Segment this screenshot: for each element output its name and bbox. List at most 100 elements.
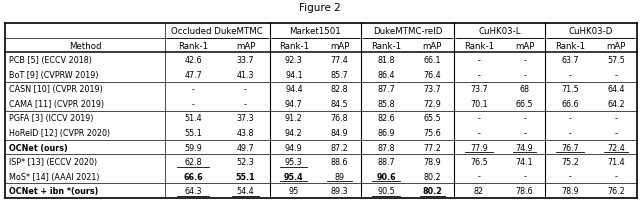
Text: CASN [10] (CVPR 2019): CASN [10] (CVPR 2019) xyxy=(9,85,102,94)
Text: mAP: mAP xyxy=(515,41,534,50)
Text: Rank-1: Rank-1 xyxy=(371,41,401,50)
Text: 47.7: 47.7 xyxy=(184,70,202,79)
Text: -: - xyxy=(614,172,618,181)
Text: Rank-1: Rank-1 xyxy=(464,41,494,50)
Text: 63.7: 63.7 xyxy=(561,56,579,65)
Text: -: - xyxy=(477,128,480,137)
Text: 92.3: 92.3 xyxy=(285,56,303,65)
Text: CAMA [11] (CVPR 2019): CAMA [11] (CVPR 2019) xyxy=(9,99,104,108)
Text: 88.6: 88.6 xyxy=(331,157,348,166)
Text: -: - xyxy=(477,56,480,65)
Text: mAP: mAP xyxy=(423,41,442,50)
Text: 82: 82 xyxy=(474,186,484,195)
Text: 78.9: 78.9 xyxy=(424,157,442,166)
Text: 76.8: 76.8 xyxy=(331,114,348,123)
Text: 57.5: 57.5 xyxy=(607,56,625,65)
Text: 85.7: 85.7 xyxy=(331,70,348,79)
Text: 85.8: 85.8 xyxy=(377,99,395,108)
Text: 55.1: 55.1 xyxy=(184,128,202,137)
Text: 86.9: 86.9 xyxy=(377,128,395,137)
Text: -: - xyxy=(477,114,480,123)
Text: PCB [5] (ECCV 2018): PCB [5] (ECCV 2018) xyxy=(9,56,92,65)
Text: Rank-1: Rank-1 xyxy=(279,41,309,50)
Text: -: - xyxy=(523,114,526,123)
Text: 62.8: 62.8 xyxy=(184,157,202,166)
Text: 80.2: 80.2 xyxy=(422,186,442,195)
Text: 82.8: 82.8 xyxy=(331,85,348,94)
Text: PGFA [3] (ICCV 2019): PGFA [3] (ICCV 2019) xyxy=(9,114,93,123)
Text: 52.3: 52.3 xyxy=(237,157,255,166)
Text: -: - xyxy=(477,172,480,181)
Text: -: - xyxy=(523,172,526,181)
Text: 76.2: 76.2 xyxy=(607,186,625,195)
Text: Rank-1: Rank-1 xyxy=(178,41,208,50)
Text: 90.6: 90.6 xyxy=(376,172,396,181)
Text: 41.3: 41.3 xyxy=(237,70,254,79)
Text: 94.7: 94.7 xyxy=(285,99,303,108)
Text: 72.4: 72.4 xyxy=(607,143,625,152)
Text: 95.4: 95.4 xyxy=(284,172,303,181)
Text: -: - xyxy=(614,128,618,137)
Text: 65.5: 65.5 xyxy=(424,114,442,123)
Text: Occluded DukeMTMC: Occluded DukeMTMC xyxy=(172,27,263,36)
Text: Market1501: Market1501 xyxy=(289,27,341,36)
Text: 59.9: 59.9 xyxy=(184,143,202,152)
Text: ISP* [13] (ECCV 2020): ISP* [13] (ECCV 2020) xyxy=(9,157,97,166)
Text: -: - xyxy=(192,99,195,108)
Text: 72.9: 72.9 xyxy=(424,99,442,108)
Text: -: - xyxy=(477,70,480,79)
Text: 71.4: 71.4 xyxy=(607,157,625,166)
Text: -: - xyxy=(614,70,618,79)
Text: -: - xyxy=(523,56,526,65)
Text: -: - xyxy=(614,114,618,123)
Text: -: - xyxy=(192,85,195,94)
Text: MoS* [14] (AAAI 2021): MoS* [14] (AAAI 2021) xyxy=(9,172,99,181)
Text: 89.3: 89.3 xyxy=(331,186,348,195)
Text: 51.4: 51.4 xyxy=(184,114,202,123)
Text: 49.7: 49.7 xyxy=(237,143,255,152)
Text: 64.2: 64.2 xyxy=(607,99,625,108)
Text: CuHK03-L: CuHK03-L xyxy=(479,27,521,36)
Text: Figure 2: Figure 2 xyxy=(299,3,341,13)
Text: 77.2: 77.2 xyxy=(424,143,442,152)
Text: 94.9: 94.9 xyxy=(285,143,303,152)
Text: 82.6: 82.6 xyxy=(377,114,395,123)
Text: Method: Method xyxy=(68,41,101,50)
Text: 94.1: 94.1 xyxy=(285,70,303,79)
Text: 66.5: 66.5 xyxy=(516,99,533,108)
Text: 78.6: 78.6 xyxy=(516,186,533,195)
Text: 87.8: 87.8 xyxy=(377,143,395,152)
Text: 66.6: 66.6 xyxy=(561,99,579,108)
Text: OCNet (ours): OCNet (ours) xyxy=(9,143,68,152)
Text: 68: 68 xyxy=(520,85,529,94)
Text: 42.6: 42.6 xyxy=(184,56,202,65)
Text: BoT [9] (CVPRW 2019): BoT [9] (CVPRW 2019) xyxy=(9,70,99,79)
Text: 73.7: 73.7 xyxy=(424,85,442,94)
Text: -: - xyxy=(523,128,526,137)
Text: 94.4: 94.4 xyxy=(285,85,303,94)
Text: -: - xyxy=(523,70,526,79)
Text: 37.3: 37.3 xyxy=(237,114,254,123)
Text: 90.5: 90.5 xyxy=(377,186,395,195)
Text: -: - xyxy=(569,172,572,181)
Text: 88.7: 88.7 xyxy=(377,157,395,166)
Text: 71.5: 71.5 xyxy=(561,85,579,94)
Text: 76.5: 76.5 xyxy=(470,157,488,166)
Text: 66.1: 66.1 xyxy=(424,56,441,65)
Text: 76.4: 76.4 xyxy=(424,70,441,79)
Text: 33.7: 33.7 xyxy=(237,56,254,65)
Text: 84.5: 84.5 xyxy=(331,99,348,108)
Text: mAP: mAP xyxy=(606,41,626,50)
Text: 91.2: 91.2 xyxy=(285,114,303,123)
Text: 86.4: 86.4 xyxy=(377,70,395,79)
Text: 84.9: 84.9 xyxy=(331,128,348,137)
Text: 64.3: 64.3 xyxy=(184,186,202,195)
Text: -: - xyxy=(569,114,572,123)
Text: 87.7: 87.7 xyxy=(377,85,395,94)
Text: 76.7: 76.7 xyxy=(561,143,579,152)
Text: 81.8: 81.8 xyxy=(377,56,395,65)
Text: 75.2: 75.2 xyxy=(561,157,579,166)
Text: 87.2: 87.2 xyxy=(331,143,348,152)
Text: 64.4: 64.4 xyxy=(607,85,625,94)
Text: 95.3: 95.3 xyxy=(285,157,303,166)
